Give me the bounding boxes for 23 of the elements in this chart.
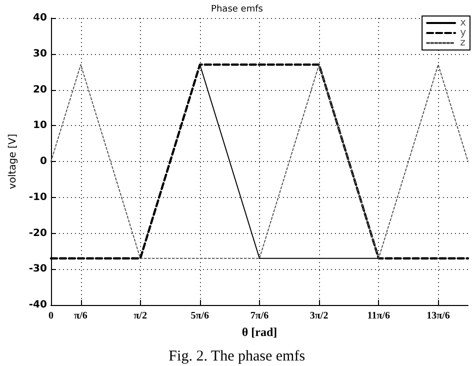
y-tick-label: -40 [28,300,47,310]
y-tick-label: 30 [33,48,48,60]
x-tick-label: 3π/2 [310,310,328,322]
legend-label: y [460,28,466,38]
y-tick-label: 20 [33,84,48,96]
y-axis-title: voltage [V] [8,134,18,190]
legend-label: x [460,18,466,28]
x-axis-title: θ [rad] [242,324,278,339]
chart-title: Phase emfs [211,4,264,14]
y-tick-label: -30 [28,264,47,275]
x-tick-label: 7π/6 [250,310,269,322]
x-tick-label: 13π/6 [426,310,450,322]
legend-label: z [460,38,466,48]
y-tick-label: 10 [33,120,48,132]
y-tick-label: -10 [28,192,47,203]
y-tick-label: 0 [40,156,47,167]
y-tick-label: -20 [28,228,47,239]
x-tick-label: 5π/6 [190,310,210,322]
x-tick-label: 11π/6 [367,310,390,322]
x-tick-label: π/6 [74,310,88,322]
caption: Fig. 2. The phase emfs [168,348,306,364]
y-tick-label: 40 [33,12,48,24]
x-tick-label: π/2 [134,310,147,322]
